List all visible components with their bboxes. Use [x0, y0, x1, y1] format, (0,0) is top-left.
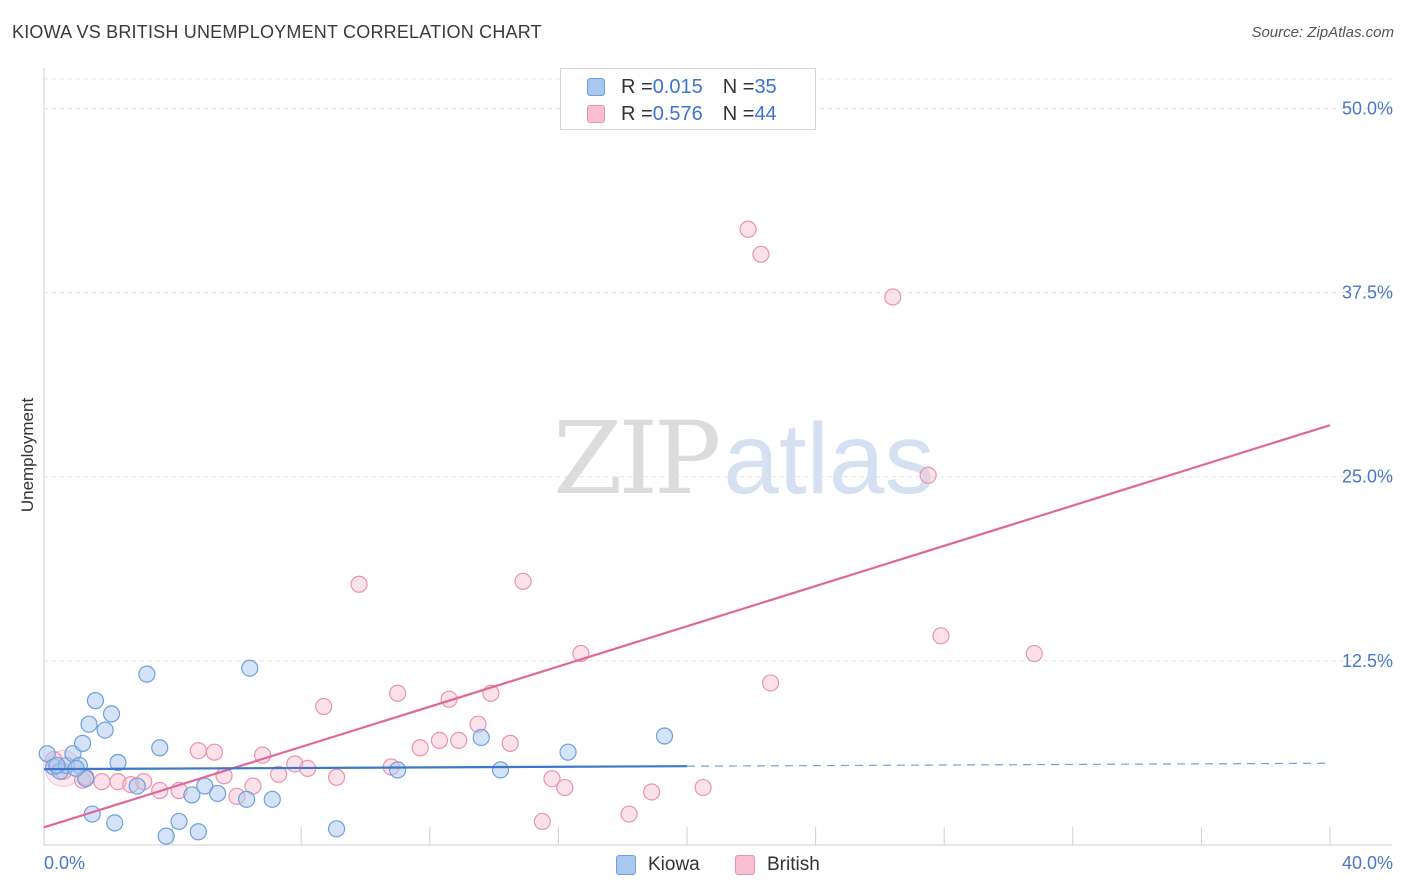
british-r-label: R =	[621, 102, 653, 125]
british-point	[884, 288, 902, 306]
british-point	[620, 805, 638, 823]
y-tick-label: 25.0%	[1342, 467, 1393, 487]
kiowa-point	[80, 715, 98, 733]
x-tick-label: 40.0%	[1342, 853, 1393, 873]
british-point	[752, 245, 770, 263]
kiowa-legend-swatch	[616, 855, 636, 875]
british-point	[643, 783, 661, 801]
british-r-value: 0.576	[652, 102, 703, 125]
kiowa-point	[472, 728, 490, 747]
kiowa-trend-line	[43, 765, 688, 771]
trend-lines	[43, 424, 1331, 829]
source-credit: Source: ZipAtlas.com	[1251, 24, 1394, 41]
kiowa-r-value: 0.015	[652, 75, 703, 98]
british-point	[327, 768, 346, 786]
british-point	[556, 778, 574, 797]
british-n-value: 44	[754, 102, 777, 125]
kiowa-point	[128, 777, 146, 795]
british-points	[44, 220, 1043, 831]
british-point	[411, 739, 429, 757]
kiowa-point	[102, 705, 121, 723]
kiowa-point	[263, 790, 281, 808]
kiowa-point	[189, 823, 207, 841]
british-trend-line	[43, 424, 1331, 829]
legend-row-british: R = 0.576 N = 44	[587, 100, 777, 128]
kiowa-point	[170, 812, 188, 831]
british-point	[430, 731, 449, 750]
british-point	[450, 731, 468, 750]
kiowa-point	[157, 827, 175, 845]
kiowa-point	[491, 761, 510, 779]
grid-layer	[43, 68, 1392, 846]
kiowa-point	[237, 790, 256, 808]
kiowa-n-value: 35	[754, 75, 777, 98]
british-point	[315, 697, 333, 716]
stats-legend: R = 0.015 N = 35 R = 0.576 N = 44	[560, 68, 816, 130]
british-point	[501, 734, 519, 752]
kiowa-legend-label: Kiowa	[648, 854, 700, 875]
watermark: ZIPatlas	[553, 400, 935, 517]
kiowa-trend-extension	[686, 762, 1331, 767]
british-point	[93, 773, 111, 791]
british-legend-label: British	[767, 854, 820, 875]
british-point	[350, 575, 368, 593]
british-swatch	[587, 105, 605, 123]
kiowa-point	[389, 761, 407, 779]
british-point	[389, 684, 407, 702]
kiowa-point	[86, 692, 105, 710]
kiowa-points	[38, 659, 674, 845]
kiowa-point	[209, 784, 227, 803]
british-point	[932, 627, 950, 645]
kiowa-point	[151, 739, 169, 757]
kiowa-swatch	[587, 78, 605, 96]
british-legend-swatch	[735, 855, 755, 875]
british-point	[189, 742, 207, 760]
british-point	[270, 765, 288, 783]
tick-layer: 12.5% 25.0% 37.5% 50.0% 0.0% 40.0%	[44, 98, 1393, 873]
british-point	[205, 743, 223, 761]
kiowa-point	[241, 659, 259, 677]
watermark-atlas: atlas	[723, 403, 935, 515]
british-point	[739, 220, 757, 238]
british-point	[761, 674, 780, 692]
y-tick-label: 50.0%	[1342, 98, 1393, 118]
x-tick-label: 0.0%	[44, 853, 85, 873]
kiowa-point	[183, 786, 201, 804]
watermark-zip: ZIP	[553, 400, 721, 517]
kiowa-point	[73, 734, 92, 752]
legend-row-kiowa: R = 0.015 N = 35	[587, 73, 777, 101]
y-tick-label: 37.5%	[1342, 283, 1393, 303]
british-point	[109, 773, 127, 791]
kiowa-point	[96, 721, 114, 739]
kiowa-point	[48, 756, 66, 775]
british-point	[1025, 644, 1043, 663]
kiowa-point	[138, 665, 156, 683]
legend-item-kiowa: Kiowa	[616, 852, 700, 878]
british-point	[543, 770, 561, 788]
kiowa-r-label: R =	[621, 75, 653, 98]
kiowa-point	[559, 743, 577, 761]
british-point	[919, 466, 937, 484]
british-n-label: N =	[722, 102, 755, 125]
kiowa-point	[655, 727, 674, 745]
kiowa-point	[327, 820, 346, 838]
y-axis-label: Unemployment	[18, 397, 37, 513]
chart-title: KIOWA VS BRITISH UNEMPLOYMENT CORRELATIO…	[12, 22, 542, 42]
kiowa-n-label: N =	[722, 75, 755, 98]
y-tick-label: 12.5%	[1342, 651, 1393, 671]
british-point	[514, 572, 532, 590]
legend-item-british: British	[735, 852, 820, 878]
british-point	[694, 778, 712, 797]
kiowa-point	[109, 753, 127, 772]
british-point	[533, 812, 551, 831]
kiowa-point	[106, 814, 124, 832]
